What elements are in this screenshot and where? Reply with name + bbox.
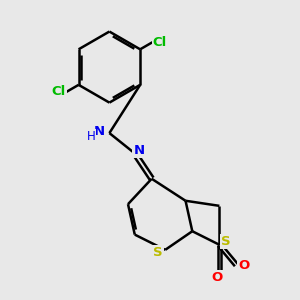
Text: S: S <box>221 235 230 248</box>
Text: H: H <box>86 130 95 143</box>
Text: N: N <box>94 125 105 138</box>
Text: S: S <box>153 246 163 259</box>
Text: N: N <box>133 143 144 157</box>
Text: O: O <box>211 272 222 284</box>
Text: Cl: Cl <box>52 85 66 98</box>
Text: O: O <box>238 259 249 272</box>
Text: Cl: Cl <box>153 36 167 49</box>
